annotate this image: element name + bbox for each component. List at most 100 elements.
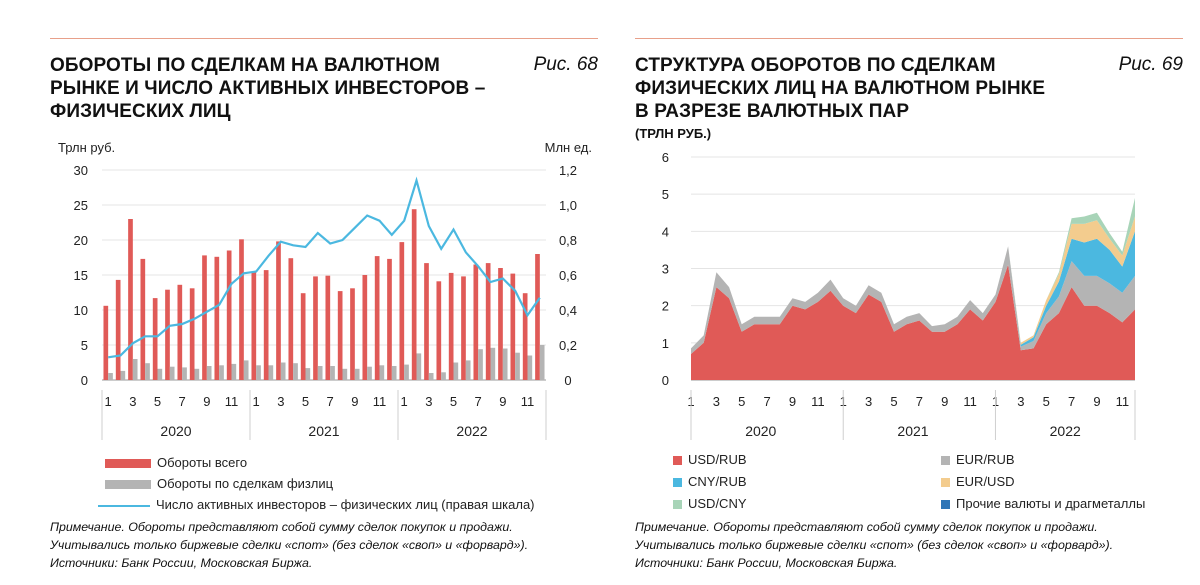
x-month-label: 9 bbox=[1093, 394, 1100, 409]
title-line: СТРУКТУРА ОБОРОТОВ ПО СДЕЛКАМ bbox=[635, 55, 996, 76]
bar-total bbox=[115, 279, 121, 380]
x-year-label: 2022 bbox=[456, 423, 487, 439]
bar-total bbox=[436, 281, 442, 380]
figure-68: ОБОРОТЫ ПО СДЕЛКАМ НА ВАЛЮТНОМ РЫНКЕ И Ч… bbox=[50, 0, 598, 585]
x-month-label: 9 bbox=[941, 394, 948, 409]
legend-item: EUR/RUB bbox=[941, 451, 1015, 469]
bar-total bbox=[313, 276, 318, 380]
legend-label: EUR/USD bbox=[956, 474, 1015, 489]
bar-total bbox=[128, 219, 133, 380]
bar-total bbox=[535, 254, 540, 380]
y-left-tick-label: 5 bbox=[81, 338, 88, 353]
bar-retail bbox=[280, 362, 286, 380]
x-month-label: 1 bbox=[105, 394, 112, 409]
bar-retail bbox=[293, 363, 298, 380]
bar-total bbox=[226, 250, 232, 380]
note-line: Примечание. Обороты представляют собой с… bbox=[635, 520, 1098, 534]
chart-currency-pairs: 0123456135791113579111357911202020212022 bbox=[662, 150, 1136, 440]
legend-item: CNY/RUB bbox=[673, 473, 747, 491]
legend-swatch bbox=[105, 480, 151, 490]
legend-swatch bbox=[98, 504, 150, 507]
bar-total bbox=[202, 255, 207, 380]
bar-total bbox=[448, 272, 454, 380]
x-month-label: 3 bbox=[129, 394, 136, 409]
x-month-label: 5 bbox=[890, 394, 897, 409]
x-year-label: 2020 bbox=[160, 423, 191, 439]
y-tick-label: 3 bbox=[662, 262, 669, 277]
x-month-label: 5 bbox=[302, 394, 309, 409]
bar-retail bbox=[268, 365, 274, 380]
bar-total bbox=[300, 293, 306, 380]
x-month-label: 1 bbox=[253, 394, 260, 409]
bar-retail bbox=[490, 347, 496, 380]
bar-total bbox=[214, 256, 220, 380]
bar-retail bbox=[120, 370, 126, 380]
x-month-label: 9 bbox=[351, 394, 358, 409]
y-tick-label: 2 bbox=[662, 299, 669, 314]
x-month-label: 7 bbox=[1068, 394, 1075, 409]
x-month-label: 3 bbox=[1017, 394, 1024, 409]
x-month-label: 9 bbox=[499, 394, 506, 409]
y-tick-label: 6 bbox=[662, 150, 669, 165]
bar-retail bbox=[515, 352, 520, 380]
legend-label: USD/RUB bbox=[688, 452, 747, 467]
bar-total bbox=[399, 242, 405, 380]
x-month-label: 3 bbox=[425, 394, 432, 409]
x-month-label: 9 bbox=[789, 394, 796, 409]
bar-total bbox=[374, 256, 380, 380]
x-month-label: 5 bbox=[1043, 394, 1050, 409]
note-line: Учитывались только биржевые сделки «спот… bbox=[50, 538, 529, 552]
bar-total bbox=[152, 298, 158, 380]
bar-retail bbox=[404, 364, 409, 380]
bar-retail bbox=[169, 366, 175, 380]
y-left-tick-label: 15 bbox=[74, 268, 88, 283]
note-line: Учитывались только биржевые сделки «спот… bbox=[635, 538, 1114, 552]
x-year-label: 2021 bbox=[897, 423, 928, 439]
legend-item: USD/CNY bbox=[673, 495, 747, 513]
bar-retail bbox=[478, 349, 483, 380]
bar-retail bbox=[157, 368, 163, 380]
x-month-label: 11 bbox=[1116, 394, 1130, 409]
bar-retail bbox=[367, 366, 372, 380]
legend-item: Обороты всего bbox=[105, 454, 247, 472]
bar-total bbox=[103, 305, 109, 380]
y-right-tick-label: 1,0 bbox=[559, 198, 577, 213]
legend-item: Обороты по сделкам физлиц bbox=[105, 475, 333, 493]
title-line: ОБОРОТЫ ПО СДЕЛКАМ НА ВАЛЮТНОМ bbox=[50, 55, 440, 76]
legend-item: USD/RUB bbox=[673, 451, 747, 469]
legend-label: Число активных инвесторов – физических л… bbox=[156, 497, 535, 512]
y-left-tick-label: 25 bbox=[74, 198, 88, 213]
figure-number: Рис. 68 bbox=[533, 54, 598, 75]
bar-total bbox=[177, 284, 183, 380]
bar-total bbox=[276, 241, 281, 380]
bar-total bbox=[337, 291, 343, 380]
bar-total bbox=[387, 258, 392, 380]
bar-retail bbox=[416, 353, 422, 380]
x-month-label: 3 bbox=[713, 394, 720, 409]
x-month-label: 3 bbox=[277, 394, 284, 409]
line-active-investors bbox=[108, 176, 541, 359]
bar-total bbox=[263, 270, 269, 380]
bar-total bbox=[239, 239, 244, 380]
top-rule bbox=[50, 38, 598, 39]
x-month-label: 5 bbox=[450, 394, 457, 409]
bar-total bbox=[424, 263, 429, 380]
legend-swatch bbox=[673, 500, 682, 510]
legend-swatch bbox=[941, 500, 950, 510]
bar-retail bbox=[330, 366, 335, 380]
bar-total bbox=[350, 288, 355, 380]
y-left-tick-label: 10 bbox=[74, 303, 88, 318]
bar-retail bbox=[441, 372, 446, 380]
x-month-label: 11 bbox=[963, 394, 977, 409]
legend-label: USD/CNY bbox=[688, 496, 747, 511]
bar-retail bbox=[527, 355, 533, 380]
legend-swatch bbox=[941, 456, 950, 466]
left-axis-unit: Трлн руб. bbox=[58, 140, 116, 155]
bar-retail bbox=[539, 345, 545, 380]
bar-total bbox=[498, 268, 503, 380]
bar-retail bbox=[354, 368, 360, 380]
bar-retail bbox=[342, 368, 348, 380]
title-line: ФИЗИЧЕСКИХ ЛИЦ bbox=[50, 101, 231, 122]
footnote: Примечание. Обороты представляют собой с… bbox=[50, 518, 598, 572]
